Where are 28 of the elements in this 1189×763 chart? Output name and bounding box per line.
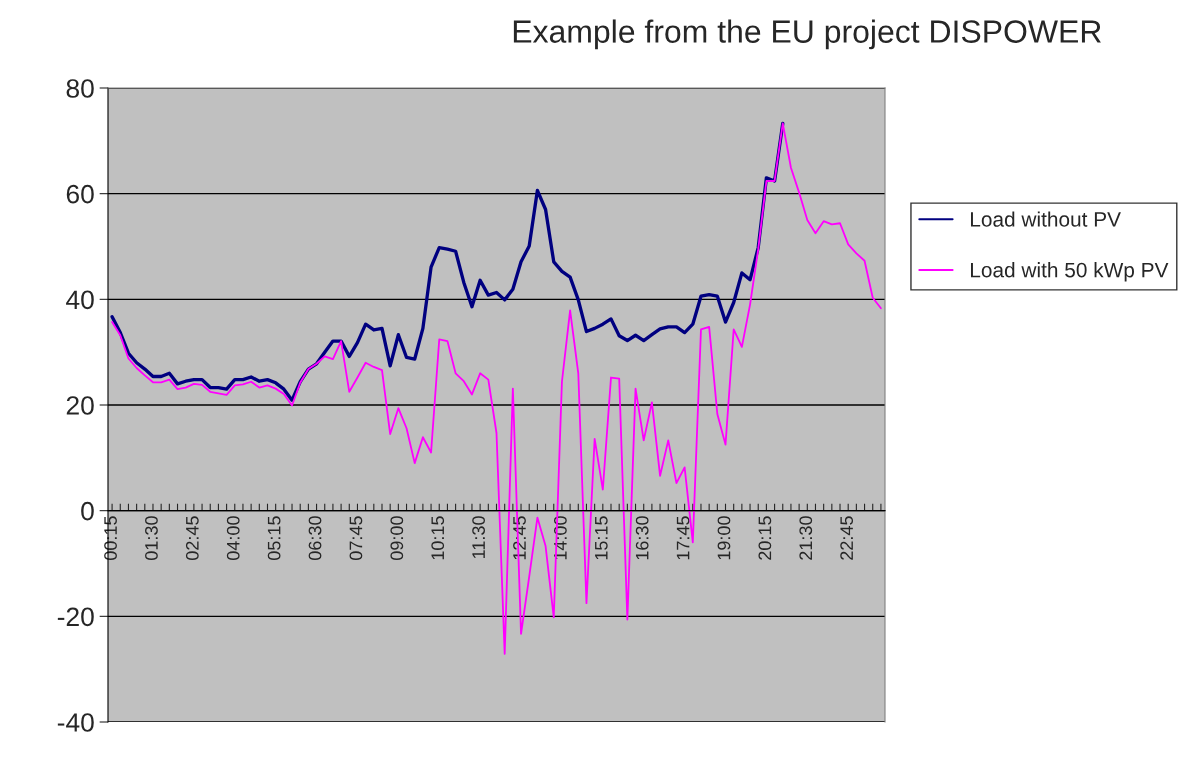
x-tick-label: 19:00 <box>717 516 731 560</box>
x-tick-label: 21:30 <box>799 516 813 560</box>
x-tick-label: 17:45 <box>676 516 690 560</box>
legend-label: Load without PV <box>971 211 1121 227</box>
x-tick-label: 11:30 <box>472 516 485 558</box>
y-tick-label: -20 <box>57 607 94 627</box>
x-tick-label: 01:30 <box>145 516 158 560</box>
x-tick-label: 10:15 <box>431 516 445 560</box>
x-tick-label: 16:30 <box>635 516 649 560</box>
x-tick-label: 07:45 <box>349 516 363 560</box>
x-tick-label: 22:45 <box>840 516 854 560</box>
x-tick-label: 15:15 <box>595 516 608 560</box>
x-tick-label: 06:30 <box>308 516 322 560</box>
y-tick-label: -40 <box>57 713 94 732</box>
x-tick-label: 00:15 <box>104 516 117 560</box>
y-tick-label: 40 <box>66 290 94 310</box>
legend-label: Load with 50 kWp PV <box>971 262 1169 282</box>
y-tick-label: 0 <box>81 501 94 521</box>
x-tick-label: 09:00 <box>390 516 404 560</box>
x-tick-label: 12:45 <box>513 516 526 560</box>
y-tick-label: 60 <box>66 184 94 204</box>
chart-title: Example from the EU project DISPOWER <box>513 19 1101 50</box>
x-tick-label: 05:15 <box>267 516 281 560</box>
x-tick-label: 02:45 <box>185 516 199 560</box>
x-tick-label: 04:00 <box>226 516 240 560</box>
x-tick-label: 20:15 <box>758 516 772 560</box>
y-tick-label: 20 <box>66 396 94 415</box>
y-tick-label: 80 <box>66 79 94 98</box>
